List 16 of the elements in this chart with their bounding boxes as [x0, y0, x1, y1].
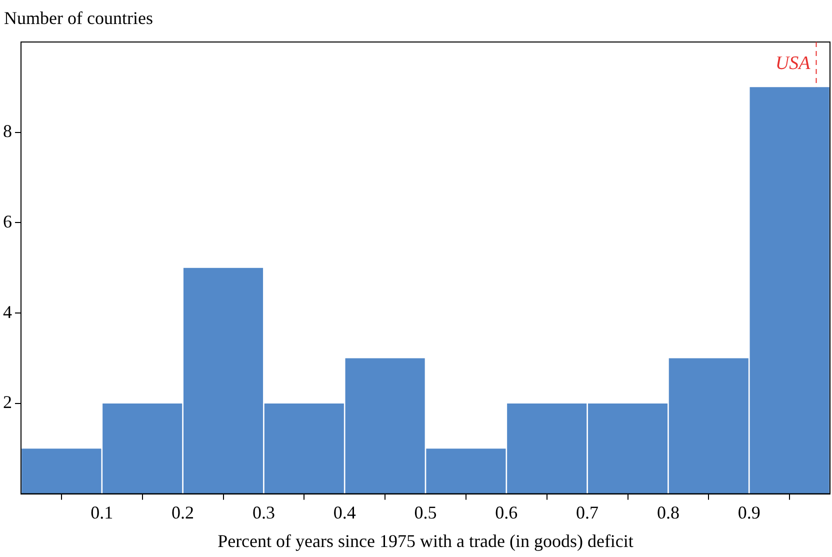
y-tick-label: 2 [3, 392, 12, 412]
x-tick-label: 0.6 [495, 502, 518, 522]
x-tick-label: 0.9 [738, 502, 760, 522]
y-tick-label: 8 [3, 121, 12, 142]
x-tick-label: 0.1 [90, 502, 114, 522]
ref-line-label: USA [775, 53, 811, 74]
x-tick-label: 0.8 [656, 502, 680, 522]
x-tick-label: 0.3 [252, 502, 275, 522]
y-axis-title: Number of countries [4, 8, 153, 29]
y-tick-label: 4 [3, 302, 12, 322]
x-axis-title: Percent of years since 1975 with a trade (in goods) deficit [218, 530, 634, 551]
x-tick-label: 0.7 [576, 502, 599, 522]
x-tick-label: 0.4 [333, 502, 356, 522]
x-tick-label: 0.5 [414, 502, 437, 522]
x-tick-label: 0.2 [172, 502, 194, 522]
y-tick-label: 6 [3, 211, 12, 232]
